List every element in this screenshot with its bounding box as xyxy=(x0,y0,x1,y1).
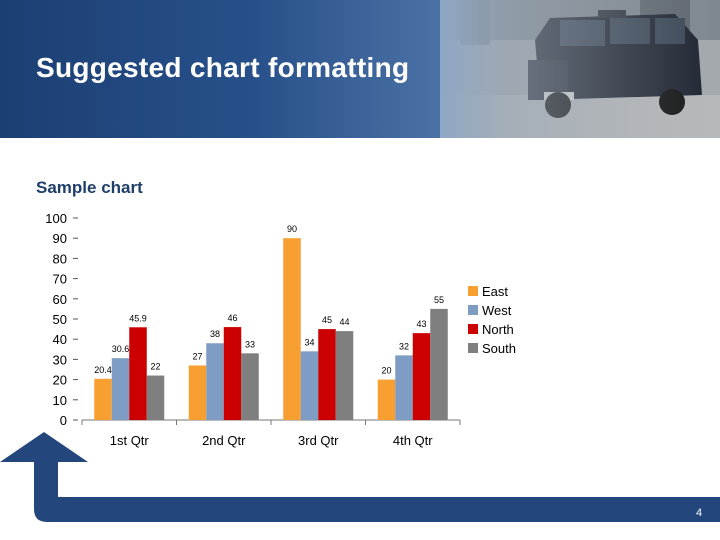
bar-south xyxy=(430,308,448,420)
y-tick-label: 10 xyxy=(53,393,67,408)
y-tick-label: 50 xyxy=(53,312,67,327)
data-label: 55 xyxy=(434,295,444,305)
page-number: 4 xyxy=(696,507,703,519)
y-axis: 0 10 20 30 40 50 60 70 80 90 100 xyxy=(45,211,78,428)
slide-title: Suggested chart formatting xyxy=(36,52,410,83)
x-axis: 1st Qtr 2nd Qtr 3rd Qtr 4th Qtr xyxy=(81,419,461,448)
bar-east xyxy=(94,378,112,420)
data-label: 45 xyxy=(322,315,332,325)
y-tick-label: 30 xyxy=(53,352,67,367)
return-arrow-graphic xyxy=(0,432,720,522)
data-label: 30.6 xyxy=(112,344,130,354)
bar-east xyxy=(283,238,301,420)
data-label: 33 xyxy=(245,339,255,349)
data-label: 34 xyxy=(304,337,314,347)
bar-east xyxy=(377,379,396,420)
y-tick-label: 90 xyxy=(53,231,67,246)
data-label: 90 xyxy=(287,224,297,234)
y-tick-label: 60 xyxy=(53,292,67,307)
bar-west xyxy=(206,343,224,420)
data-label: 20.4 xyxy=(94,365,112,375)
bar-south xyxy=(335,331,354,420)
bar-north xyxy=(412,333,431,420)
data-label: 22 xyxy=(150,362,160,372)
y-tick-label: 100 xyxy=(45,211,67,226)
y-tick-label: 40 xyxy=(53,332,67,347)
taxi-photo xyxy=(440,0,720,138)
bar-south xyxy=(241,353,259,420)
data-label: 38 xyxy=(210,329,220,339)
bar-north xyxy=(129,327,147,420)
x-category-label: 1st Qtr xyxy=(110,433,150,448)
bars xyxy=(94,238,448,420)
y-tick-label: 0 xyxy=(60,413,67,428)
bar-east xyxy=(188,365,207,420)
data-label: 20 xyxy=(381,366,391,376)
y-tick-label: 70 xyxy=(53,272,67,287)
bar-west xyxy=(395,355,413,420)
legend-label: North xyxy=(482,322,514,337)
legend-label: West xyxy=(482,303,512,318)
legend-swatch xyxy=(468,343,478,353)
legend-swatch xyxy=(468,286,478,296)
bar-west xyxy=(111,358,130,420)
data-label: 27 xyxy=(192,351,202,361)
data-labels: 20.4 27 90 20 30.6 38 34 32 45.9 46 45 43 22 33 44 55 xyxy=(94,224,444,375)
x-category-label: 3rd Qtr xyxy=(298,433,339,448)
legend-label: South xyxy=(482,341,516,356)
bar-north xyxy=(318,329,336,420)
data-label: 43 xyxy=(416,319,426,329)
data-label: 32 xyxy=(399,341,409,351)
chart-legend: East West North South xyxy=(468,284,516,356)
bar-south xyxy=(146,375,165,420)
legend-swatch xyxy=(468,305,478,315)
y-tick-label: 80 xyxy=(53,251,67,266)
chart-subtitle: Sample chart xyxy=(36,178,143,197)
data-label: 45.9 xyxy=(129,313,147,323)
data-label: 44 xyxy=(339,317,349,327)
legend-label: East xyxy=(482,284,508,299)
x-category-label: 2nd Qtr xyxy=(202,433,246,448)
legend-swatch xyxy=(468,324,478,334)
bar-north xyxy=(223,327,242,420)
bar-west xyxy=(300,351,319,420)
data-label: 46 xyxy=(227,313,237,323)
x-category-label: 4th Qtr xyxy=(393,433,433,448)
y-tick-label: 20 xyxy=(53,373,67,388)
